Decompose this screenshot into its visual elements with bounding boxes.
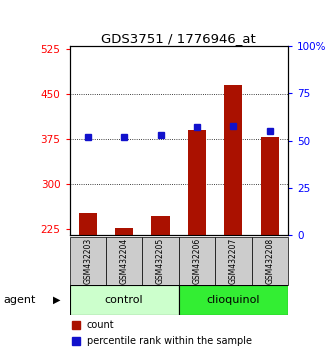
Bar: [215, 237, 252, 285]
Bar: [78, 213, 97, 235]
Bar: [106, 237, 142, 285]
Text: ▶: ▶: [53, 295, 61, 305]
Bar: [252, 237, 288, 285]
Bar: [70, 237, 106, 285]
Bar: [188, 130, 206, 235]
Text: count: count: [87, 320, 115, 330]
Bar: [179, 237, 215, 285]
Text: GSM432207: GSM432207: [229, 238, 238, 284]
Text: GSM432203: GSM432203: [83, 238, 92, 284]
Bar: [70, 285, 179, 315]
Bar: [142, 237, 179, 285]
Text: GSM432208: GSM432208: [265, 238, 274, 284]
Text: agent: agent: [3, 295, 36, 305]
Text: percentile rank within the sample: percentile rank within the sample: [87, 336, 252, 346]
Bar: [260, 137, 279, 235]
Text: GSM432206: GSM432206: [192, 238, 202, 284]
Text: control: control: [105, 295, 143, 305]
Bar: [151, 216, 169, 235]
Text: GSM432204: GSM432204: [119, 238, 129, 284]
Text: clioquinol: clioquinol: [207, 295, 260, 305]
Text: GSM432205: GSM432205: [156, 238, 165, 284]
Bar: [179, 285, 288, 315]
Bar: [224, 85, 242, 235]
Title: GDS3751 / 1776946_at: GDS3751 / 1776946_at: [101, 32, 256, 45]
Bar: [115, 228, 133, 235]
